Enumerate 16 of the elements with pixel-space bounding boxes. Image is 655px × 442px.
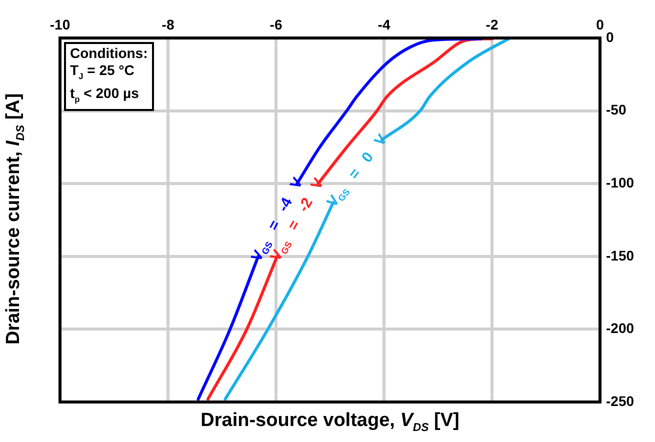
annotation: T$_{J}$ = 25 °C <box>70 62 134 81</box>
y-tick-label: -200 <box>606 320 634 336</box>
x-tick-label: -6 <box>270 16 282 32</box>
x-axis-title: Drain-source voltage, V$_{DS}$ [V] <box>200 410 460 434</box>
y-tick-label: -250 <box>606 392 634 409</box>
x-tick-label: -10 <box>50 16 70 32</box>
annotation: Conditions: <box>70 45 148 61</box>
x-tick-label: -4 <box>378 16 390 32</box>
y-tick-label: -150 <box>606 247 634 264</box>
annotation: t$_{p}$ < 200 µs <box>70 84 139 104</box>
y-tick-label: 0 <box>606 28 614 45</box>
x-tick-label: -2 <box>486 16 498 32</box>
x-tick-label: 0 <box>596 16 604 32</box>
y-tick-label: -50 <box>606 102 626 118</box>
y-tick-label: -100 <box>606 174 634 190</box>
x-tick-label: -8 <box>162 16 174 32</box>
